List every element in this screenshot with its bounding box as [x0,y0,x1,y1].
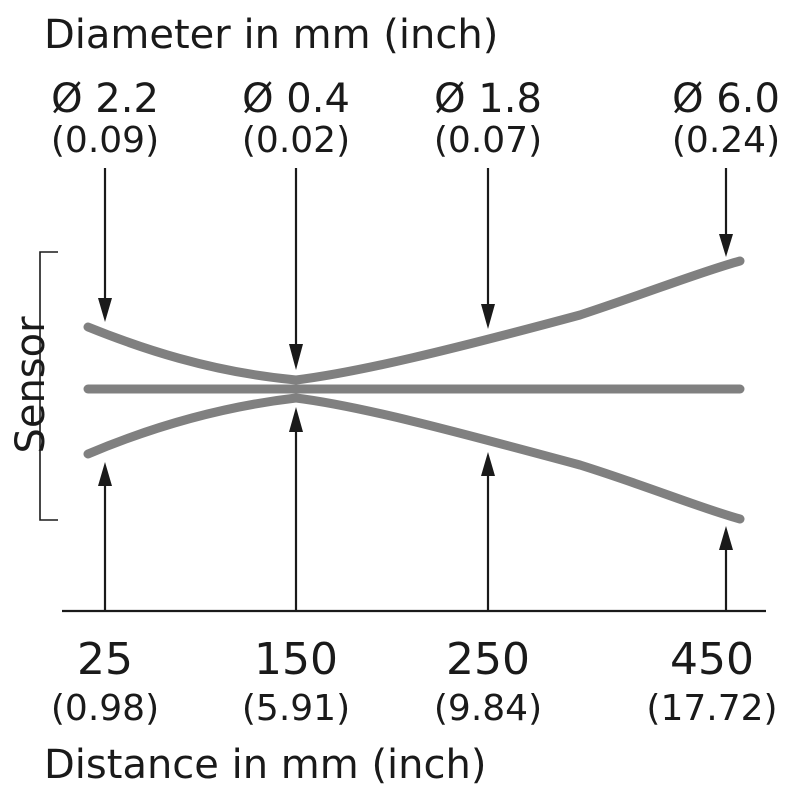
diameter-label-2: Ø 0.4 [242,76,350,122]
beam-upper-edge [83,256,745,385]
distance-inch-label-4: (17.72) [646,688,777,729]
sensor-label: Sensor [8,316,54,454]
distance-inch-label-3: (9.84) [434,688,542,729]
diameter-label-3: Ø 1.8 [434,76,542,122]
distance-axis-title: Distance in mm (inch) [44,742,486,788]
diameter-inch-label-3: (0.07) [434,120,542,161]
diameter-arrow-3 [481,168,495,329]
beam-lower-edge [83,393,745,524]
distance-arrow-1 [98,462,112,611]
diameter-inch-label-2: (0.02) [242,120,350,161]
diameter-label-1: Ø 2.2 [51,76,159,122]
distance-label-4: 450 [670,634,754,685]
diameter-arrow-1 [98,168,112,322]
distance-label-3: 250 [446,634,530,685]
diameter-label-4: Ø 6.0 [672,76,780,122]
diameter-inch-label-4: (0.24) [672,120,780,161]
distance-arrow-2 [289,407,303,611]
diameter-arrow-2 [289,168,303,370]
distance-label-1: 25 [77,634,133,685]
diameter-axis-title: Diameter in mm (inch) [44,12,498,58]
distance-arrow-4 [719,526,733,611]
distance-label-2: 150 [254,634,338,685]
sensor-bracket [39,251,58,521]
distance-inch-label-1: (0.98) [51,688,159,729]
distance-inch-label-2: (5.91) [242,688,350,729]
distance-arrow-3 [481,452,495,611]
diameter-arrow-4 [719,168,733,257]
diameter-inch-label-1: (0.09) [51,120,159,161]
